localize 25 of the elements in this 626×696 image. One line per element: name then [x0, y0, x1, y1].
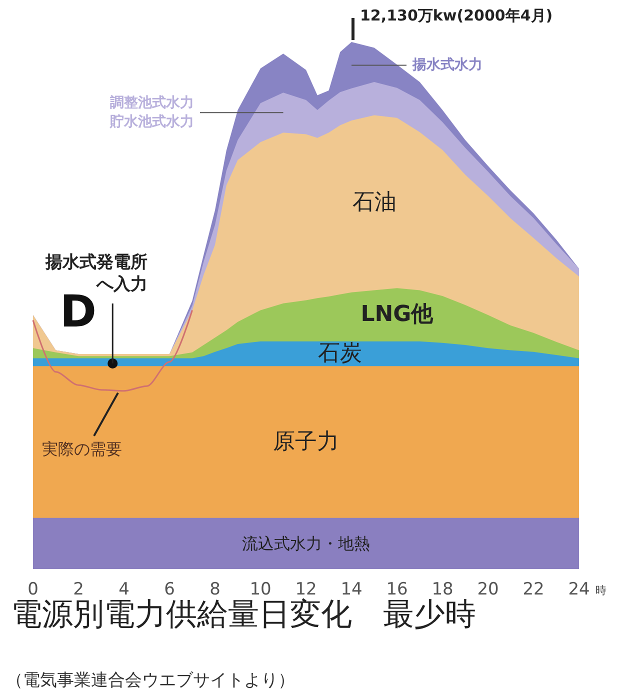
x-tick-label: 6 [164, 580, 175, 600]
x-tick-label: 24 [568, 580, 590, 600]
x-tick-label: 2 [73, 580, 84, 600]
x-axis-title: 時 [596, 584, 607, 597]
series-label: 石油 [352, 190, 396, 216]
x-tick-label: 14 [340, 580, 362, 600]
text: 調整池式水力貯水池式水力 [109, 94, 194, 130]
x-tick-label: 10 [250, 580, 272, 600]
x-tick-label: 8 [210, 580, 220, 600]
text: 実際の需要 [42, 439, 122, 458]
series-label: 揚水式水力 [412, 57, 482, 74]
text: 電源別電力供給量日変化 最少時 [11, 596, 476, 632]
x-tick-label: 20 [477, 580, 499, 600]
x-tick-label: 12 [295, 580, 317, 600]
text: （電気事業連合会ウエブサイトより） [6, 670, 295, 690]
series-label: 石炭 [318, 341, 362, 366]
series-label: 原子力 [273, 429, 339, 454]
x-tick-label: 0 [28, 580, 38, 600]
x-tick-label: 16 [386, 580, 408, 600]
series-label: 流込式水力・地熱 [242, 534, 370, 553]
x-tick-label: 22 [522, 580, 544, 600]
series-label: LNG他 [360, 302, 434, 328]
x-tick-label: 18 [432, 580, 454, 600]
text: 12,130万kw(2000年4月) [360, 6, 553, 24]
x-tick-label: 4 [118, 580, 130, 600]
